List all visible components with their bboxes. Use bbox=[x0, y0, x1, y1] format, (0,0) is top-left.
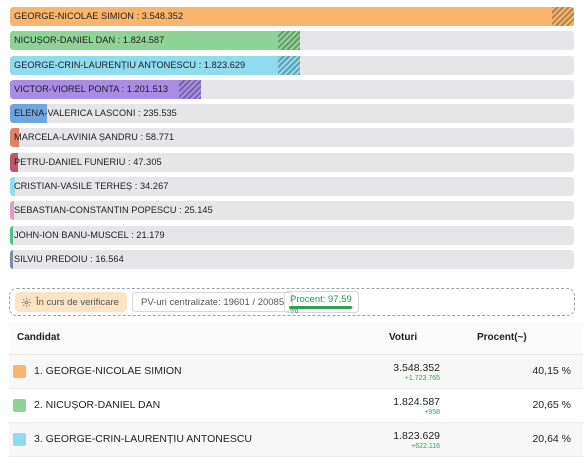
votes-cell: 1.824.587 +958 bbox=[393, 397, 440, 417]
candidate-bar[interactable]: PETRU-DANIEL FUNERIU : 47.305 bbox=[10, 152, 574, 172]
percent-badge: Procent: 97,59 % bbox=[284, 291, 359, 316]
candidate-bar-label: PETRU-DANIEL FUNERIU : 47.305 bbox=[14, 156, 162, 167]
votes-value: 1.824.587 bbox=[393, 396, 440, 408]
candidate-bar-label: JOHN-ION BANU-MUSCEL : 21.179 bbox=[14, 229, 165, 240]
candidate-bar-fill bbox=[10, 79, 201, 99]
candidate-bar-label: GEORGE-NICOLAE SIMION : 3.548.352 bbox=[14, 11, 184, 21]
candidate-bar[interactable]: SEBASTIAN-CONSTANTIN POPESCU : 25.145 bbox=[10, 201, 574, 221]
header-candidate: Candidat bbox=[17, 332, 60, 343]
verification-badge: În curs de verificare bbox=[15, 292, 127, 312]
candidate-bar[interactable]: SILVIU PREDOIU : 16.564 bbox=[10, 249, 574, 269]
candidate-bar-label: MARCELA-LAVINIA ȘANDRU : 58.771 bbox=[14, 132, 175, 143]
results-table: Candidat Voturi Procent(~) 1. GEORGE-NIC… bbox=[9, 322, 583, 457]
candidate-bar-label: SEBASTIAN-CONSTANTIN POPESCU : 25.145 bbox=[14, 205, 213, 216]
candidate-bar-fill bbox=[10, 177, 16, 197]
candidate-bar-label: SILVIU PREDOIU : 16.564 bbox=[14, 253, 124, 264]
candidate-bar-fill bbox=[10, 152, 18, 172]
percent-progress-track bbox=[289, 306, 354, 309]
header-votes: Voturi bbox=[389, 332, 418, 343]
table-row[interactable]: 1. GEORGE-NICOLAE SIMION 3.548.352 +1.72… bbox=[9, 355, 583, 389]
percent-value: 20,65 % bbox=[532, 399, 571, 411]
percent-label: Procent: 97,59 % bbox=[290, 294, 352, 316]
candidate-bar[interactable]: JOHN-ION BANU-MUSCEL : 21.179 bbox=[10, 225, 574, 245]
status-panel: În curs de verificare PV-uri centralizat… bbox=[9, 288, 575, 316]
candidate-name: 2. NICUȘOR-DANIEL DAN bbox=[34, 399, 161, 411]
candidate-bar-fill bbox=[10, 31, 300, 51]
votes-delta: +1.723.765 bbox=[404, 375, 440, 382]
votes-delta: +958 bbox=[424, 409, 440, 416]
header-percent: Procent(~) bbox=[477, 332, 527, 343]
table-row[interactable]: 2. NICUȘOR-DANIEL DAN 1.824.587 +958 20,… bbox=[9, 389, 583, 423]
candidate-bar[interactable]: GEORGE-NICOLAE SIMION : 3.548.352 bbox=[10, 7, 574, 26]
candidate-bar-fill bbox=[10, 225, 14, 245]
candidate-bar-label: NICUȘOR-DANIEL DAN : 1.824.587 bbox=[14, 35, 165, 46]
candidate-bar[interactable]: CRISTIAN-VASILE TERHEȘ : 34.267 bbox=[10, 177, 574, 197]
candidate-bar-fill bbox=[10, 104, 48, 124]
pending-hatch bbox=[277, 55, 300, 75]
table-row[interactable]: 3. GEORGE-CRIN-LAURENȚIU ANTONESCU 1.823… bbox=[9, 423, 583, 457]
candidate-bar-fill bbox=[10, 7, 574, 26]
candidate-bar-fill bbox=[10, 249, 14, 269]
pending-hatch bbox=[552, 7, 574, 26]
percent-value: 40,15 % bbox=[532, 365, 571, 377]
results-bar-chart: GEORGE-NICOLAE SIMION : 3.548.352 NICUȘOR… bbox=[10, 7, 574, 274]
candidate-name: 1. GEORGE-NICOLAE SIMION bbox=[34, 365, 182, 377]
candidate-bar[interactable]: MARCELA-LAVINIA ȘANDRU : 58.771 bbox=[10, 128, 574, 148]
pv-centralized-badge: PV-uri centralizate: 19601 / 20085 bbox=[132, 292, 294, 312]
pending-hatch bbox=[178, 79, 201, 99]
candidate-color-swatch bbox=[13, 399, 26, 412]
candidate-bar[interactable]: ELENA-VALERICA LASCONI : 235.535 bbox=[10, 104, 574, 124]
table-header: Candidat Voturi Procent(~) bbox=[9, 322, 583, 355]
candidate-color-swatch bbox=[13, 433, 26, 446]
candidate-bar-fill bbox=[10, 55, 300, 75]
verification-label: În curs de verificare bbox=[36, 296, 119, 308]
candidate-bar-label: GEORGE-CRIN-LAURENȚIU ANTONESCU : 1.823.… bbox=[14, 59, 246, 70]
percent-value: 20,64 % bbox=[532, 433, 571, 445]
candidate-bar-fill bbox=[10, 201, 14, 221]
candidate-bar[interactable]: NICUȘOR-DANIEL DAN : 1.824.587 bbox=[10, 31, 574, 51]
candidate-bar-label: VICTOR-VIOREL PONTA : 1.201.513 bbox=[14, 83, 169, 94]
candidate-name: 3. GEORGE-CRIN-LAURENȚIU ANTONESCU bbox=[34, 433, 253, 445]
gear-icon bbox=[21, 297, 32, 307]
votes-delta: +622.116 bbox=[411, 443, 440, 450]
votes-cell: 3.548.352 +1.723.765 bbox=[393, 363, 440, 383]
candidate-bar-label: CRISTIAN-VASILE TERHEȘ : 34.267 bbox=[14, 181, 169, 192]
pending-hatch bbox=[278, 31, 300, 51]
candidate-bar-label: ELENA-VALERICA LASCONI : 235.535 bbox=[14, 108, 177, 119]
votes-value: 1.823.629 bbox=[393, 430, 440, 442]
votes-value: 3.548.352 bbox=[393, 362, 440, 374]
votes-cell: 1.823.629 +622.116 bbox=[393, 431, 440, 451]
candidate-bar-fill bbox=[10, 128, 20, 148]
candidate-bar[interactable]: GEORGE-CRIN-LAURENȚIU ANTONESCU : 1.823.… bbox=[10, 55, 574, 75]
candidate-color-swatch bbox=[13, 365, 26, 378]
candidate-bar[interactable]: VICTOR-VIOREL PONTA : 1.201.513 bbox=[10, 79, 574, 99]
percent-progress-fill bbox=[289, 306, 353, 309]
